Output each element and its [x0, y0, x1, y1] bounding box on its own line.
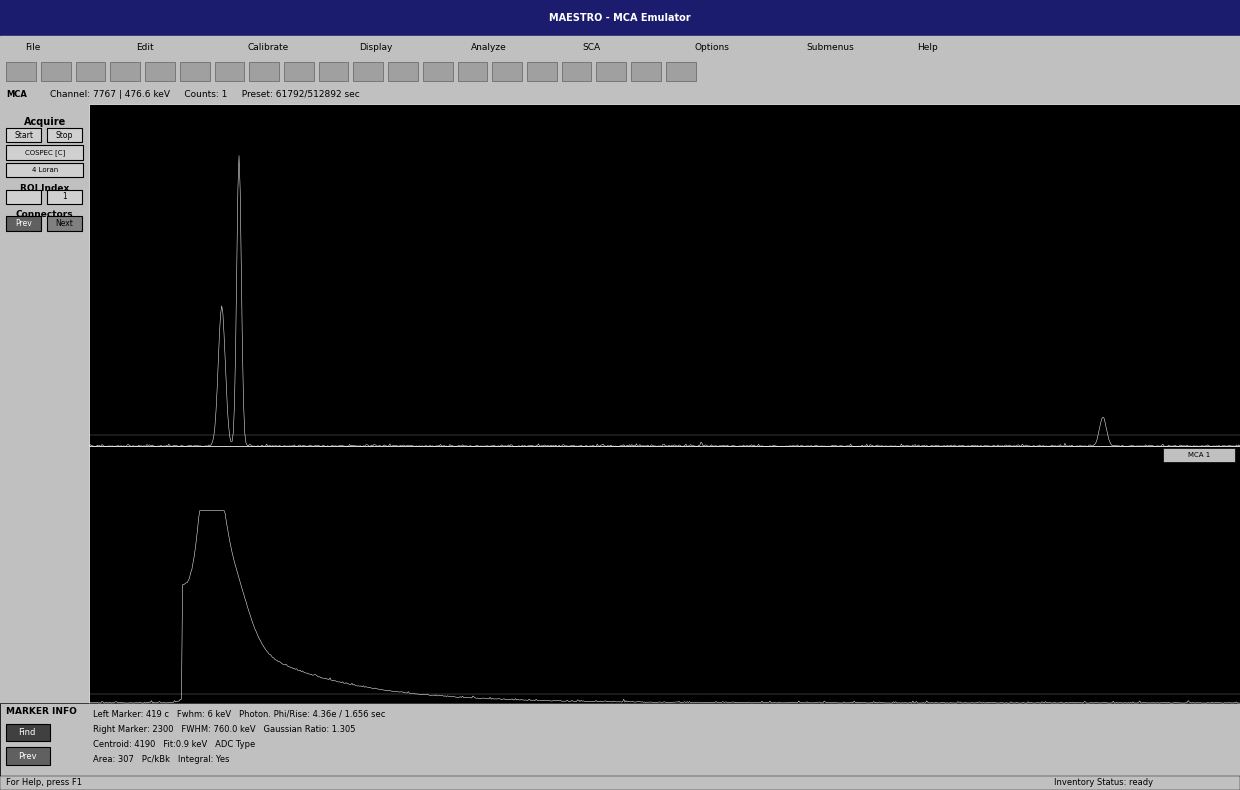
Text: Right Marker: 2300   FWHM: 760.0 keV   Gaussian Ratio: 1.305: Right Marker: 2300 FWHM: 760.0 keV Gauss… [93, 724, 356, 734]
Bar [6, 145, 83, 160]
Text: Acquire: Acquire [24, 118, 66, 127]
Bar [76, 62, 105, 81]
Bar [6, 62, 36, 81]
Bar [89, 104, 1240, 446]
Text: SCA: SCA [583, 43, 601, 52]
Bar [562, 62, 591, 81]
Text: MCA 1: MCA 1 [1188, 452, 1210, 458]
Text: Options: Options [694, 43, 729, 52]
Bar [527, 62, 557, 81]
Bar [6, 128, 41, 142]
Bar [89, 446, 1240, 703]
Text: MARKER INFO: MARKER INFO [6, 706, 77, 716]
Bar [47, 128, 82, 142]
Text: MCA: MCA [6, 89, 27, 99]
Bar [0, 776, 1240, 790]
Bar [145, 62, 175, 81]
Bar [6, 747, 50, 765]
Bar [0, 104, 89, 703]
Text: Start: Start [14, 130, 33, 140]
Text: Channel: 7767 | 476.6 keV     Counts: 1     Preset: 61792/512892 sec: Channel: 7767 | 476.6 keV Counts: 1 Pres… [50, 89, 360, 99]
Bar [41, 62, 71, 81]
Bar [1163, 448, 1235, 462]
Bar [0, 0, 1240, 36]
Text: Left Marker: 419 c   Fwhm: 6 keV   Photon. Phi/Rise: 4.36e / 1.656 sec: Left Marker: 419 c Fwhm: 6 keV Photon. P… [93, 709, 386, 719]
Bar [6, 163, 83, 177]
Bar [458, 62, 487, 81]
Bar [110, 62, 140, 81]
Text: Prev: Prev [17, 751, 37, 761]
Bar [423, 62, 453, 81]
Text: 1: 1 [62, 192, 67, 201]
Text: Connectors: Connectors [16, 210, 73, 220]
Bar [0, 703, 1240, 790]
Bar [666, 62, 696, 81]
Text: Area: 307   Pc/kBk   Integral: Yes: Area: 307 Pc/kBk Integral: Yes [93, 755, 229, 765]
Bar [6, 216, 41, 231]
Bar [47, 190, 82, 204]
Bar [0, 59, 1240, 83]
Text: MAESTRO - MCA Emulator: MAESTRO - MCA Emulator [549, 13, 691, 23]
Text: Calibrate: Calibrate [248, 43, 289, 52]
Text: ROI Index: ROI Index [20, 183, 69, 193]
Bar [249, 62, 279, 81]
Bar [353, 62, 383, 81]
Text: Inventory Status: ready: Inventory Status: ready [1054, 778, 1153, 788]
Text: Next: Next [56, 219, 73, 228]
Text: COSPEC [C]: COSPEC [C] [25, 149, 64, 156]
Bar [47, 216, 82, 231]
Text: Prev: Prev [15, 219, 32, 228]
Bar [388, 62, 418, 81]
Bar [6, 724, 50, 741]
Text: Edit: Edit [136, 43, 154, 52]
Bar [0, 83, 1240, 104]
Text: Centroid: 4190   Fit:0.9 keV   ADC Type: Centroid: 4190 Fit:0.9 keV ADC Type [93, 739, 255, 749]
Text: 4 Loran: 4 Loran [31, 167, 58, 173]
Text: File: File [25, 43, 40, 52]
Bar [631, 62, 661, 81]
Bar [284, 62, 314, 81]
Text: For Help, press F1: For Help, press F1 [6, 778, 82, 788]
Bar [492, 62, 522, 81]
Bar [6, 190, 41, 204]
Bar [0, 36, 1240, 59]
Bar [319, 62, 348, 81]
Text: Submenus: Submenus [806, 43, 854, 52]
Bar [596, 62, 626, 81]
Bar [215, 62, 244, 81]
Text: Help: Help [918, 43, 939, 52]
Text: Display: Display [360, 43, 393, 52]
Bar [180, 62, 210, 81]
Text: Find: Find [19, 728, 36, 737]
Text: Analyze: Analyze [471, 43, 507, 52]
Text: Stop: Stop [56, 130, 73, 140]
